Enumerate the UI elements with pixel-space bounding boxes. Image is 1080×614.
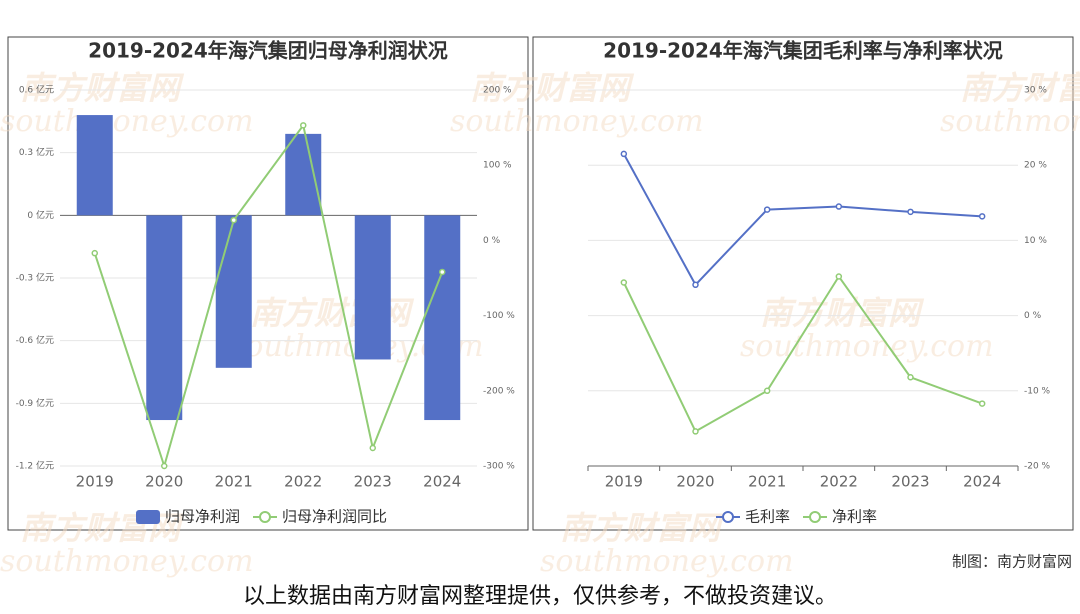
legend-label: 净利率: [832, 508, 877, 526]
watermark: 南方财富网: [470, 69, 635, 107]
y2-tick-label: -200 %: [483, 386, 515, 396]
legend-swatch: [809, 511, 821, 523]
footnote: 以上数据由南方财富网整理提供，仅供参考，不做投资建议。: [243, 584, 837, 609]
point: [907, 374, 914, 381]
y2-tick-label: -100 %: [483, 311, 515, 321]
x-tick-label: 2022: [284, 473, 322, 491]
watermark: southmoney.com: [0, 104, 254, 139]
point: [91, 249, 98, 257]
point: [439, 268, 446, 276]
watermark: southmoney.com: [0, 544, 254, 579]
bar: [76, 115, 113, 216]
x-tick-label: 2020: [676, 473, 714, 491]
y-tick-label: 0.3 亿元: [19, 146, 54, 158]
watermark: 南方财富网: [20, 69, 185, 107]
watermark: 南方财富网: [960, 69, 1080, 107]
legend-swatch: [722, 511, 734, 523]
y-tick-label: -0.6 亿元: [16, 334, 54, 346]
point: [369, 444, 376, 452]
y-tick-label: 30 %: [1024, 86, 1047, 96]
legend-swatch: [259, 511, 271, 523]
point: [907, 208, 914, 216]
watermark: southmoney.com: [940, 104, 1080, 139]
x-tick-label: 2022: [820, 473, 858, 491]
y2-tick-label: -300 %: [483, 462, 515, 472]
point: [763, 206, 771, 213]
line: [93, 122, 444, 470]
bar: [215, 215, 252, 368]
bar: [146, 215, 183, 421]
x-tick-label: 2019: [605, 473, 643, 491]
point: [978, 213, 986, 220]
x-tick-label: 2021: [748, 473, 786, 491]
x-tick-label: 2019: [76, 473, 114, 491]
y-tick-label: -1.2 亿元: [16, 460, 54, 472]
line: [622, 153, 983, 287]
legend-swatch: [136, 510, 160, 524]
watermark: 南方财富网: [760, 294, 925, 332]
x-tick-label: 2020: [145, 473, 183, 491]
y-tick-label: 0 %: [1024, 311, 1042, 321]
point: [978, 400, 986, 407]
point: [692, 281, 699, 289]
watermark: southmoney.com: [540, 544, 794, 579]
y2-tick-label: 200 %: [483, 86, 512, 96]
x-tick-label: 2023: [891, 473, 929, 491]
point: [161, 462, 168, 470]
y-tick-label: -0.9 亿元: [16, 397, 54, 409]
point: [763, 387, 771, 395]
bar: [354, 215, 391, 360]
point: [692, 428, 699, 435]
y-tick-label: -20 %: [1024, 462, 1051, 472]
point: [620, 279, 628, 286]
x-tick-label: 2024: [963, 473, 1001, 491]
y-tick-label: 20 %: [1024, 161, 1047, 171]
watermark: southmoney.com: [740, 329, 994, 364]
point: [835, 273, 843, 280]
chart-title: 2019-2024年海汽集团归母净利润状况: [88, 39, 448, 63]
x-tick-label: 2024: [423, 473, 461, 491]
panel-frame: [7, 36, 529, 531]
charts: 2019-2024年海汽集团归母净利润状况 0.6 亿元 0.3 亿元 0 亿元 -0.…: [16, 39, 1051, 526]
legend-label: 归母净利润同比: [282, 508, 387, 526]
y-tick-label: 0 亿元: [27, 209, 54, 221]
watermark: 南方财富网: [20, 509, 185, 547]
x-tick-label: 2021: [215, 473, 253, 491]
y-tick-label: 10 %: [1024, 236, 1047, 246]
y-tick-label: -0.3 亿元: [16, 272, 54, 284]
bar: [424, 215, 461, 421]
point: [620, 150, 628, 158]
legend-label: 归母净利润: [165, 508, 240, 526]
point: [230, 216, 237, 224]
watermark: 南方财富网: [560, 509, 725, 547]
point: [300, 122, 307, 129]
y-tick-label: -10 %: [1024, 386, 1051, 396]
panel-frame: [532, 36, 1074, 531]
point: [835, 203, 843, 210]
chart-title: 2019-2024年海汽集团毛利率与净利率状况: [603, 39, 1003, 63]
x-tick-label: 2023: [354, 473, 392, 491]
legend-label: 毛利率: [745, 508, 790, 526]
line: [622, 274, 983, 433]
y-tick-label: 0.6 亿元: [19, 84, 54, 96]
y2-tick-label: 0 %: [483, 236, 501, 246]
bar: [285, 133, 322, 216]
watermark: southmoney.com: [450, 104, 704, 139]
credit: 制图：南方财富网: [952, 553, 1072, 571]
y2-tick-label: 100 %: [483, 161, 512, 171]
